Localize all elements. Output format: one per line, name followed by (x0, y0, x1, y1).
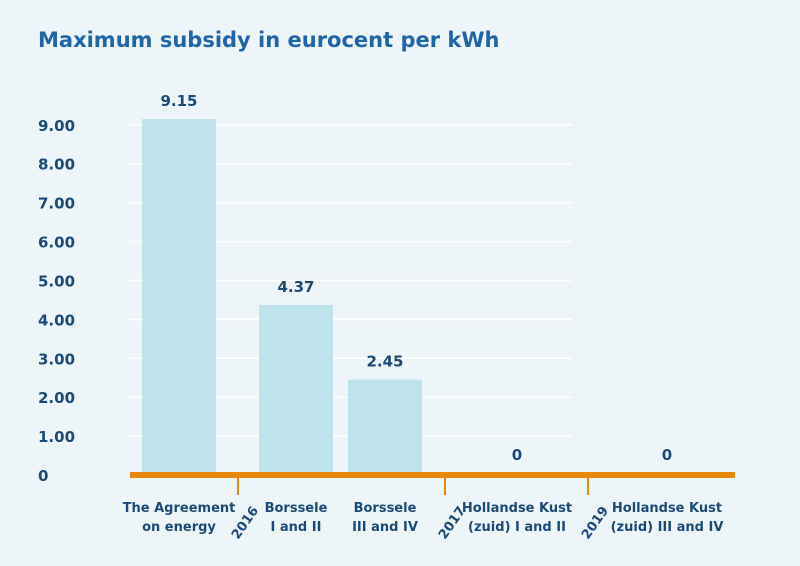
y-tick-label: 5.00 (38, 272, 75, 290)
bar (142, 119, 216, 475)
y-tick-label: 1.00 (38, 428, 75, 446)
category-label: Borssele I and II (265, 501, 328, 535)
category-label-line: on energy (142, 520, 216, 535)
y-tick-label: 6.00 (38, 234, 75, 252)
category-label-line: Borssele (354, 501, 417, 516)
chart-title: Maximum subsidy in eurocent per kWh (38, 28, 500, 52)
y-tick-label: 4.00 (38, 311, 75, 329)
category-label-line: III and IV (352, 520, 418, 535)
value-label: 0 (512, 446, 522, 464)
value-label: 2.45 (366, 353, 403, 371)
category-label-line: Borssele (265, 501, 328, 516)
category-label-line: The Agreement (123, 501, 236, 516)
category-label-line: I and II (271, 520, 322, 535)
category-label: Borssele III and IV (352, 501, 418, 535)
category-label-line: Hollandse Kust (612, 501, 722, 516)
category-label-line: (zuid) I and II (468, 520, 566, 535)
bars (142, 119, 422, 475)
y-axis-ticks: 0 1.00 2.00 3.00 4.00 5.00 6.00 7.00 8.00 9.00 (38, 117, 75, 485)
y-tick-label: 3.00 (38, 350, 75, 368)
category-label: The Agreement on energy (123, 501, 236, 535)
category-label: Hollandse Kust (zuid) I and II (462, 501, 572, 535)
x-axis (130, 472, 735, 495)
category-label-line: (zuid) III and IV (611, 520, 724, 535)
category-label-line: Hollandse Kust (462, 501, 572, 516)
value-label: 4.37 (277, 278, 314, 296)
bar (259, 304, 333, 475)
y-tick-label: 9.00 (38, 117, 75, 135)
value-label: 0 (662, 446, 672, 464)
y-tick-label: 7.00 (38, 195, 75, 213)
y-tick-label: 0 (38, 467, 48, 485)
y-tick-label: 2.00 (38, 389, 75, 407)
bar (348, 379, 422, 475)
year-label: 2019 (579, 504, 612, 542)
value-label: 9.15 (160, 92, 197, 110)
category-label: Hollandse Kust (zuid) III and IV (611, 501, 724, 535)
y-tick-label: 8.00 (38, 156, 75, 174)
